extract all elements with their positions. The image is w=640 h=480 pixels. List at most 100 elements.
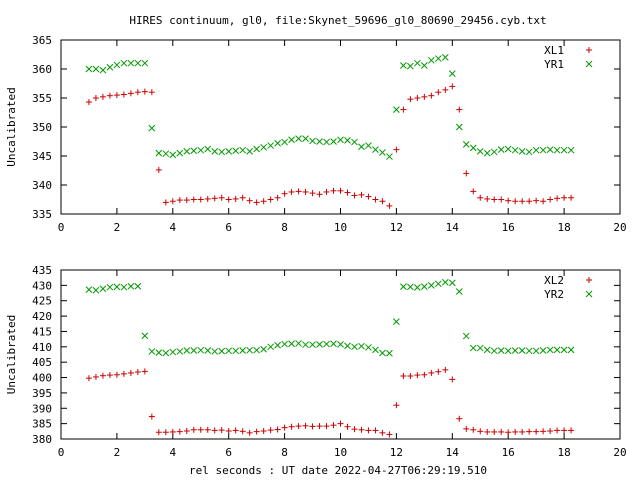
data-point <box>546 346 554 354</box>
data-point <box>267 427 274 434</box>
data-point <box>106 372 113 379</box>
plot-frame <box>60 269 621 440</box>
data-point <box>490 347 498 355</box>
data-point <box>553 146 561 154</box>
data-point <box>239 428 246 435</box>
data-point <box>309 341 316 349</box>
data-point <box>554 427 561 434</box>
data-point <box>197 196 204 203</box>
data-point <box>393 318 400 325</box>
data-point <box>470 188 477 195</box>
data-point <box>190 196 197 203</box>
data-point <box>414 372 421 379</box>
data-point <box>281 340 288 348</box>
data-point <box>330 340 337 348</box>
data-point <box>309 137 316 145</box>
data-point <box>169 428 176 435</box>
x-tick-label: 10 <box>334 446 347 459</box>
data-point <box>428 92 435 99</box>
data-point <box>155 429 162 436</box>
data-point <box>477 194 484 201</box>
data-point <box>295 423 302 430</box>
data-point <box>302 188 309 195</box>
data-point <box>183 428 190 435</box>
data-point <box>519 428 526 435</box>
data-point <box>197 426 204 433</box>
data-point <box>92 373 99 380</box>
data-point <box>162 429 169 436</box>
x-tick-label: 16 <box>502 446 515 459</box>
data-point <box>99 285 107 293</box>
x-tick-label: 14 <box>446 221 460 234</box>
data-point <box>330 422 337 429</box>
data-point <box>351 426 358 433</box>
data-point <box>267 343 274 351</box>
data-point <box>400 62 407 69</box>
data-point <box>358 191 365 198</box>
data-point <box>218 347 226 355</box>
data-point <box>344 423 351 430</box>
data-point <box>484 195 491 202</box>
data-point <box>120 59 128 67</box>
legend-label: XL1 <box>544 44 564 57</box>
data-point <box>393 106 400 113</box>
x-tick-label: 14 <box>446 446 460 459</box>
data-point <box>476 344 484 352</box>
data-point <box>176 197 183 204</box>
x-tick-label: 4 <box>169 446 176 459</box>
data-point <box>197 146 205 154</box>
data-point <box>518 347 526 354</box>
data-point <box>448 279 456 287</box>
y-tick-label: 410 <box>32 341 52 354</box>
data-point <box>225 148 233 155</box>
data-point <box>99 66 107 74</box>
data-point <box>511 347 519 354</box>
legend-marker <box>585 290 593 298</box>
data-point <box>414 59 421 67</box>
data-point <box>113 371 120 378</box>
data-point <box>323 138 330 146</box>
data-point <box>274 341 281 349</box>
data-point <box>267 196 274 203</box>
series-XL2 <box>85 366 575 438</box>
data-point <box>400 106 407 113</box>
data-point <box>183 347 191 354</box>
data-point <box>176 149 184 157</box>
data-point <box>302 135 309 142</box>
data-point <box>330 187 337 194</box>
data-point <box>225 428 232 435</box>
y-tick-label: 420 <box>32 310 52 323</box>
data-point <box>568 194 575 201</box>
data-point <box>246 346 254 354</box>
data-point <box>483 149 491 157</box>
x-tick-label: 10 <box>334 221 347 234</box>
data-point <box>512 428 519 435</box>
data-point <box>519 198 526 205</box>
data-point <box>560 346 568 354</box>
data-point <box>141 368 148 375</box>
data-point <box>560 146 568 154</box>
data-point <box>127 90 134 97</box>
data-point <box>553 346 561 354</box>
x-tick-label: 12 <box>390 446 403 459</box>
data-point <box>547 428 554 435</box>
data-point <box>462 141 470 148</box>
data-point <box>260 345 267 353</box>
data-point <box>434 55 442 62</box>
x-tick-label: 2 <box>114 221 121 234</box>
data-point <box>155 149 163 157</box>
data-point <box>253 428 260 435</box>
data-point <box>351 343 358 351</box>
data-point <box>393 146 400 153</box>
data-point <box>134 369 141 376</box>
data-point <box>505 429 512 436</box>
data-point <box>379 349 386 357</box>
data-point <box>386 153 393 160</box>
x-tick-label: 6 <box>225 221 232 234</box>
data-point <box>162 349 170 357</box>
data-point <box>253 346 261 354</box>
data-point <box>337 341 344 348</box>
data-point <box>190 426 197 433</box>
data-point <box>462 332 470 340</box>
data-point <box>421 371 428 378</box>
